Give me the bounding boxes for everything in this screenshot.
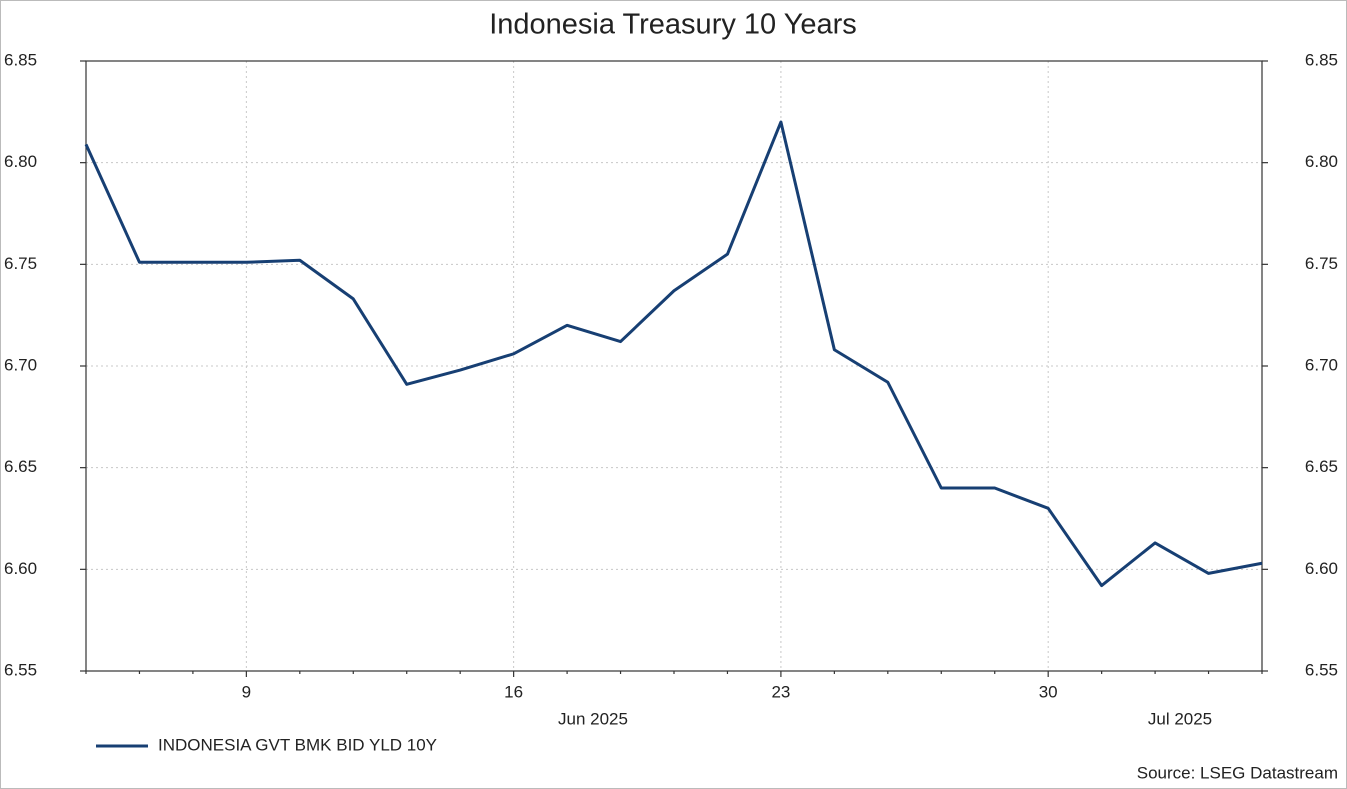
- y2-tick-label: 6.70: [1305, 355, 1338, 374]
- source: Source: LSEG Datastream: [1137, 763, 1338, 782]
- y2-tick-label: 6.65: [1305, 457, 1338, 476]
- y-tick-label: 6.65: [4, 457, 37, 476]
- y2-tick-label: 6.80: [1305, 152, 1338, 171]
- chart-title: Indonesia Treasury 10 Years: [489, 9, 857, 41]
- x-tick-label: 30: [1039, 682, 1058, 701]
- legend-label: INDONESIA GVT BMK BID YLD 10Y: [158, 735, 437, 754]
- y-tick-label: 6.55: [4, 660, 37, 679]
- plot-frame: [85, 60, 1263, 672]
- y2-tick-label: 6.85: [1305, 50, 1338, 69]
- x-tick-label: 16: [504, 682, 523, 701]
- y-tick-label: 6.75: [4, 254, 37, 273]
- y2-tick-label: 6.55: [1305, 660, 1338, 679]
- x-tick-label: 23: [771, 682, 790, 701]
- y2-tick-label: 6.75: [1305, 254, 1338, 273]
- y2-tick-label: 6.60: [1305, 559, 1338, 578]
- line-series: [84, 120, 1263, 588]
- y-tick-label: 6.80: [4, 152, 37, 171]
- x-tick-label: 9: [242, 682, 251, 701]
- x-group-label: Jun 2025: [558, 709, 628, 728]
- x-group-label: Jul 2025: [1148, 709, 1212, 728]
- y-tick-label: 6.85: [4, 50, 37, 69]
- y-tick-label: 6.60: [4, 559, 37, 578]
- y-tick-label: 6.70: [4, 355, 37, 374]
